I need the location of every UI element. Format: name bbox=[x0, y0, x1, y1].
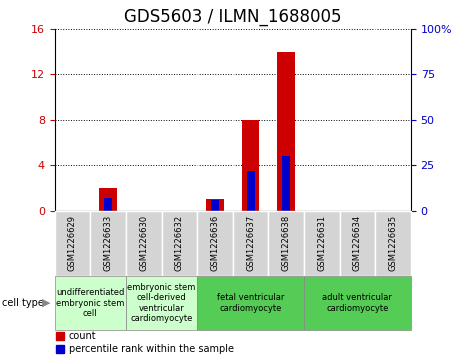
Bar bbox=[375, 211, 411, 276]
Text: fetal ventricular
cardiomyocyte: fetal ventricular cardiomyocyte bbox=[217, 293, 284, 313]
Bar bbox=[90, 211, 126, 276]
Bar bbox=[304, 276, 411, 330]
Bar bbox=[268, 211, 304, 276]
Bar bbox=[197, 276, 304, 330]
Bar bbox=[277, 52, 295, 211]
Bar bbox=[340, 211, 375, 276]
Text: GSM1226631: GSM1226631 bbox=[317, 215, 326, 271]
Text: GSM1226635: GSM1226635 bbox=[389, 215, 398, 271]
Text: GSM1226634: GSM1226634 bbox=[353, 215, 362, 271]
Text: GSM1226636: GSM1226636 bbox=[210, 215, 219, 271]
Bar bbox=[126, 276, 197, 330]
Text: GSM1226633: GSM1226633 bbox=[104, 215, 113, 271]
Text: cell type: cell type bbox=[2, 298, 44, 308]
Bar bbox=[247, 171, 255, 211]
Text: GSM1226632: GSM1226632 bbox=[175, 215, 184, 271]
Text: undifferentiated
embryonic stem
cell: undifferentiated embryonic stem cell bbox=[56, 288, 124, 318]
Text: GSM1226629: GSM1226629 bbox=[68, 215, 77, 271]
Text: ▶: ▶ bbox=[42, 298, 50, 308]
Bar bbox=[282, 156, 290, 211]
Text: GSM1226630: GSM1226630 bbox=[139, 215, 148, 271]
Text: embryonic stem
cell-derived
ventricular
cardiomyocyte: embryonic stem cell-derived ventricular … bbox=[127, 283, 196, 323]
Bar bbox=[233, 211, 268, 276]
Text: GSM1226638: GSM1226638 bbox=[282, 215, 291, 271]
Bar bbox=[304, 211, 340, 276]
Bar bbox=[197, 211, 233, 276]
Bar bbox=[162, 211, 197, 276]
Bar bbox=[99, 188, 117, 211]
Title: GDS5603 / ILMN_1688005: GDS5603 / ILMN_1688005 bbox=[124, 8, 342, 26]
Bar bbox=[206, 199, 224, 211]
Legend: count, percentile rank within the sample: count, percentile rank within the sample bbox=[52, 327, 238, 358]
Bar bbox=[55, 276, 126, 330]
Text: GSM1226637: GSM1226637 bbox=[246, 215, 255, 271]
Text: adult ventricular
cardiomyocyte: adult ventricular cardiomyocyte bbox=[323, 293, 392, 313]
Bar bbox=[126, 211, 162, 276]
Bar bbox=[211, 200, 219, 211]
Bar bbox=[242, 120, 259, 211]
Bar bbox=[104, 198, 112, 211]
Bar bbox=[55, 211, 90, 276]
